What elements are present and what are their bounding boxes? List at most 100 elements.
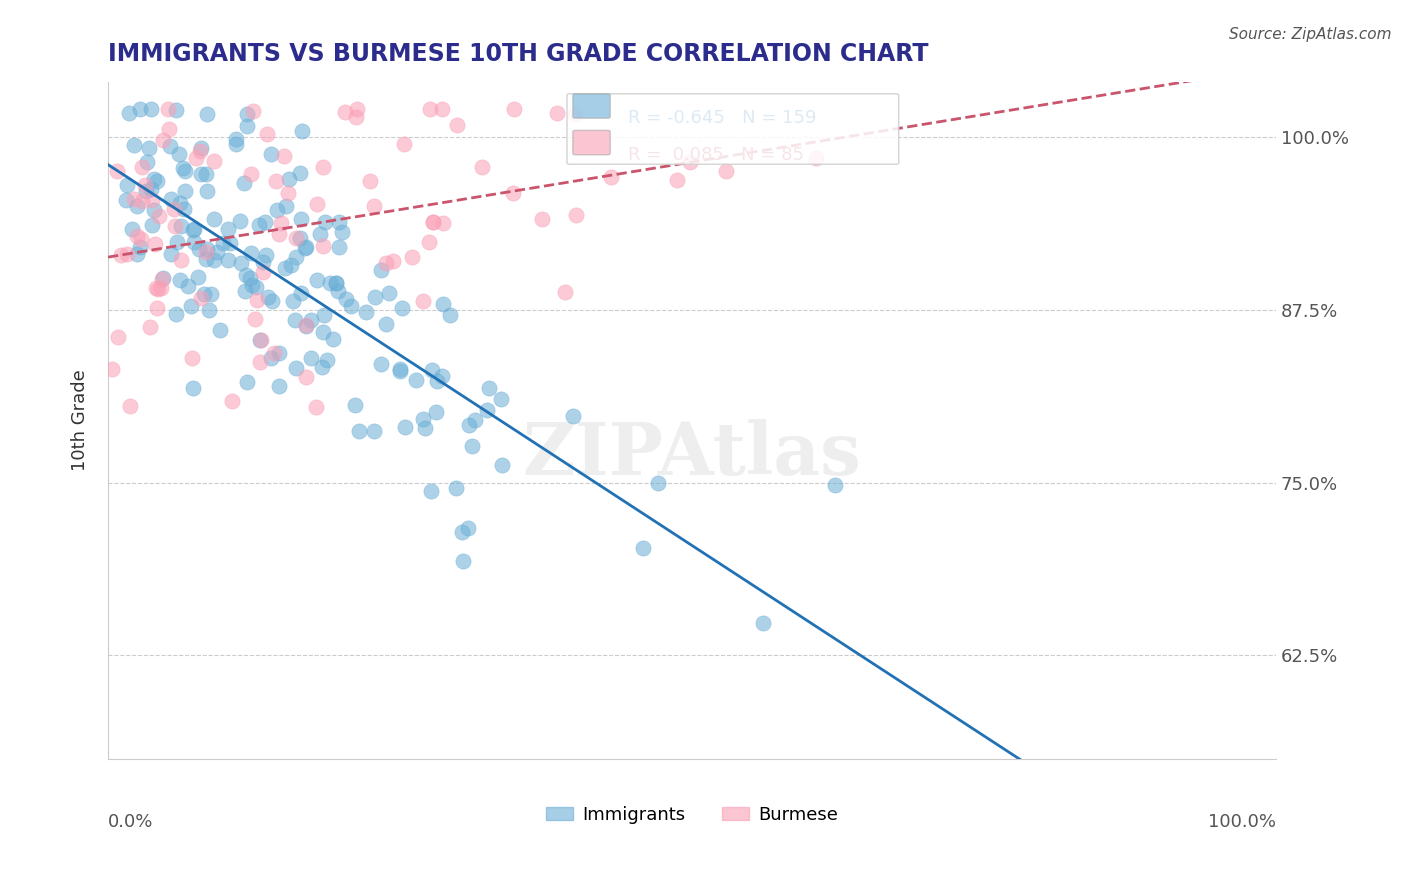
Immigrants [284, 313, 307, 327]
Immigrants [205, 245, 228, 260]
Burmese [146, 301, 169, 315]
Immigrants [254, 248, 277, 262]
Immigrants [183, 235, 205, 250]
Immigrants [165, 103, 187, 117]
Burmese [165, 219, 187, 233]
Burmese [107, 330, 129, 344]
Burmese [804, 152, 827, 166]
Burmese [312, 160, 335, 174]
Text: IMMIGRANTS VS BURMESE 10TH GRADE CORRELATION CHART: IMMIGRANTS VS BURMESE 10TH GRADE CORRELA… [108, 42, 928, 66]
Immigrants [229, 255, 252, 269]
Immigrants [315, 352, 337, 367]
Immigrants [491, 458, 513, 472]
Immigrants [138, 141, 160, 155]
Text: Source: ZipAtlas.com: Source: ZipAtlas.com [1229, 27, 1392, 42]
Burmese [150, 280, 173, 294]
Immigrants [232, 176, 254, 190]
Immigrants [129, 240, 152, 254]
Burmese [246, 293, 269, 307]
Immigrants [260, 351, 283, 366]
Immigrants [325, 276, 347, 290]
Burmese [252, 265, 274, 279]
Burmese [430, 102, 453, 116]
Burmese [150, 272, 173, 286]
Immigrants [824, 478, 846, 492]
Burmese [277, 186, 299, 200]
Immigrants [374, 318, 396, 332]
Immigrants [370, 263, 392, 277]
Immigrants [209, 323, 232, 337]
Immigrants [290, 286, 312, 301]
Immigrants [239, 270, 262, 285]
Immigrants [202, 211, 225, 226]
Immigrants [312, 325, 335, 339]
Burmese [422, 215, 444, 229]
Burmese [134, 178, 156, 192]
Burmese [188, 144, 211, 158]
Immigrants [257, 290, 280, 304]
Immigrants [477, 403, 499, 417]
Immigrants [135, 184, 157, 198]
Burmese [115, 247, 138, 261]
Immigrants [318, 276, 340, 290]
Burmese [305, 400, 328, 414]
Immigrants [314, 308, 336, 322]
Immigrants [211, 235, 233, 250]
Immigrants [276, 199, 298, 213]
Immigrants [159, 139, 181, 153]
Immigrants [405, 373, 427, 387]
Immigrants [446, 481, 468, 495]
Immigrants [489, 392, 512, 406]
Immigrants [247, 218, 270, 232]
Immigrants [160, 247, 183, 261]
Burmese [202, 153, 225, 168]
Immigrants [146, 174, 169, 188]
Immigrants [363, 290, 385, 304]
Burmese [157, 102, 180, 116]
Immigrants [299, 351, 322, 365]
Immigrants [477, 381, 499, 395]
Burmese [129, 232, 152, 246]
Immigrants [139, 102, 162, 116]
Immigrants [451, 554, 474, 568]
Immigrants [197, 303, 219, 318]
Immigrants [253, 215, 276, 229]
Immigrants [195, 252, 218, 266]
Immigrants [288, 165, 311, 179]
Burmese [239, 167, 262, 181]
Immigrants [197, 242, 219, 256]
Immigrants [190, 141, 212, 155]
Burmese [267, 227, 290, 242]
Legend: Immigrants, Burmese: Immigrants, Burmese [538, 799, 845, 831]
Burmese [163, 202, 186, 216]
Immigrants [285, 360, 308, 375]
Text: R = -0.645   N = 159: R = -0.645 N = 159 [627, 109, 817, 127]
Immigrants [129, 102, 152, 116]
Burmese [170, 252, 193, 267]
Immigrants [118, 106, 141, 120]
Immigrants [288, 231, 311, 245]
Immigrants [460, 439, 482, 453]
Immigrants [170, 219, 193, 233]
Burmese [284, 231, 307, 245]
Immigrants [235, 375, 257, 389]
Burmese [554, 285, 576, 300]
Immigrants [169, 196, 191, 211]
Immigrants [278, 171, 301, 186]
Immigrants [183, 222, 205, 236]
Burmese [359, 173, 381, 187]
Immigrants [347, 424, 370, 438]
Burmese [249, 354, 271, 368]
Immigrants [295, 319, 318, 334]
Immigrants [432, 368, 454, 383]
Burmese [412, 293, 434, 308]
Burmese [679, 155, 702, 169]
Immigrants [426, 374, 449, 388]
Immigrants [125, 246, 148, 260]
Immigrants [202, 253, 225, 268]
Immigrants [172, 161, 194, 176]
Immigrants [311, 359, 333, 374]
Burmese [665, 173, 688, 187]
Immigrants [343, 398, 366, 412]
Burmese [273, 149, 295, 163]
